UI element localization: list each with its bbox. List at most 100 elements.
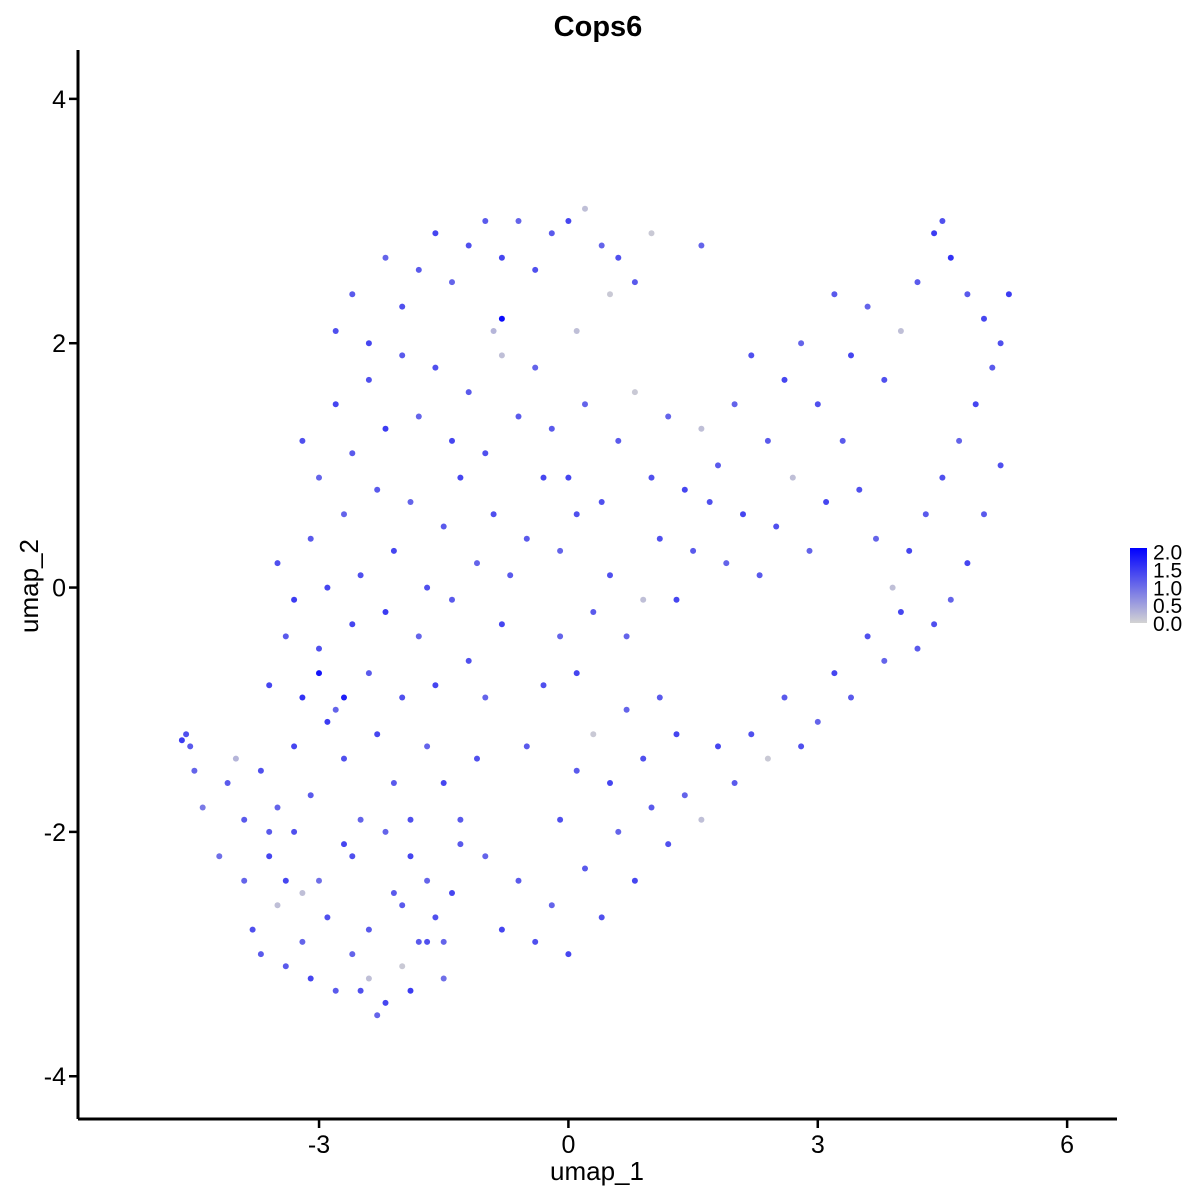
data-point <box>798 340 805 347</box>
data-point <box>607 291 613 298</box>
data-point <box>848 352 854 359</box>
data-point <box>407 853 414 860</box>
colorbar-tick-label: 2.0 <box>1153 542 1182 565</box>
data-point <box>573 767 580 774</box>
data-point <box>864 633 871 640</box>
data-point <box>848 694 854 701</box>
data-point <box>631 877 638 884</box>
data-point <box>382 609 389 615</box>
data-point <box>307 975 314 982</box>
colorbar-tick-label: 1.5 <box>1153 559 1182 582</box>
data-point <box>415 938 422 945</box>
data-point <box>532 938 539 945</box>
data-point <box>482 694 489 701</box>
data-point <box>631 279 638 286</box>
data-point <box>665 841 672 848</box>
data-point <box>897 609 904 615</box>
data-point <box>399 963 406 970</box>
data-point <box>690 547 697 554</box>
data-point <box>490 328 497 334</box>
y-tick-label: -2 <box>44 819 66 847</box>
data-point <box>557 816 564 823</box>
data-point <box>415 633 422 640</box>
data-point <box>457 841 464 848</box>
data-point <box>490 511 497 518</box>
data-point <box>623 706 630 713</box>
data-point <box>257 951 264 958</box>
data-point <box>474 560 480 567</box>
data-point <box>964 291 971 298</box>
data-point <box>881 657 888 664</box>
data-point <box>474 755 480 762</box>
data-point <box>839 437 846 444</box>
data-point <box>881 376 888 383</box>
data-point <box>623 633 630 640</box>
data-point <box>183 731 190 738</box>
data-point <box>299 694 306 701</box>
data-point <box>374 731 381 738</box>
data-point <box>332 706 339 713</box>
data-point <box>324 914 331 921</box>
data-point <box>241 877 248 884</box>
data-point <box>299 890 306 896</box>
data-point <box>282 963 289 970</box>
data-point <box>266 853 273 860</box>
data-point <box>440 780 447 786</box>
data-point <box>224 780 231 786</box>
data-point <box>706 499 713 505</box>
data-point <box>440 975 447 982</box>
data-point <box>897 328 904 334</box>
data-point <box>715 462 721 469</box>
data-point <box>939 474 946 481</box>
data-point <box>266 682 273 689</box>
data-point <box>565 474 572 481</box>
data-point <box>449 437 455 444</box>
data-point <box>997 462 1004 469</box>
data-point <box>831 291 838 298</box>
data-point <box>498 926 505 933</box>
data-point <box>324 718 331 725</box>
data-point <box>365 340 372 347</box>
data-point <box>332 987 339 994</box>
data-point <box>798 743 805 750</box>
data-point <box>399 352 406 359</box>
data-point <box>947 254 954 261</box>
data-point <box>457 816 464 823</box>
data-point <box>440 523 447 530</box>
data-point <box>274 804 281 811</box>
data-point <box>341 755 347 762</box>
data-point <box>249 926 256 933</box>
data-point <box>498 254 505 261</box>
data-point <box>357 816 364 823</box>
data-point <box>831 670 838 677</box>
data-point <box>449 596 455 603</box>
data-point <box>573 328 580 334</box>
data-point <box>432 364 439 371</box>
data-point <box>607 572 613 579</box>
data-point <box>316 670 322 677</box>
data-point <box>548 230 555 237</box>
data-point <box>257 767 264 774</box>
data-point <box>291 743 298 750</box>
data-point <box>457 474 464 481</box>
data-point <box>681 792 688 799</box>
data-point <box>864 303 871 310</box>
data-point <box>316 474 322 481</box>
data-point <box>291 596 298 603</box>
data-point <box>187 743 194 750</box>
data-point <box>540 474 547 481</box>
data-point <box>665 413 672 420</box>
data-point <box>698 816 705 823</box>
data-point <box>573 670 580 677</box>
data-point <box>947 596 954 603</box>
data-point <box>432 914 439 921</box>
colorbar-tick-label: 0.5 <box>1153 595 1182 618</box>
data-point <box>191 767 198 774</box>
data-point <box>648 474 655 481</box>
x-tick-label: 6 <box>1060 1131 1074 1159</box>
data-point <box>981 511 987 518</box>
data-point <box>424 584 431 591</box>
data-point <box>515 877 522 884</box>
data-point <box>615 437 622 444</box>
